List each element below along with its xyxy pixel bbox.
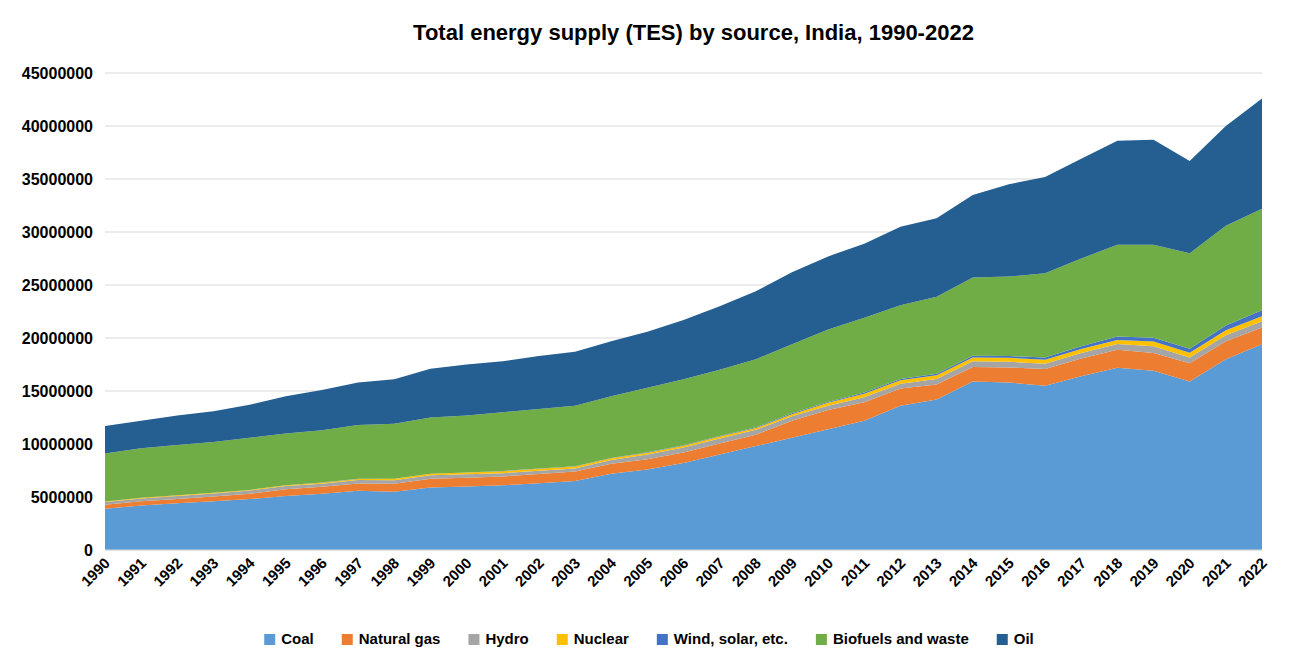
x-tick-label: 2009 (764, 554, 800, 590)
x-tick-label: 2021 (1198, 554, 1234, 590)
legend: Coal Natural gas Hydro Nuclear Wind, solar, … (264, 630, 1034, 647)
y-tick-label: 45000000 (22, 65, 93, 82)
x-tick-label: 2020 (1162, 554, 1198, 590)
x-tick-label: 2018 (1090, 554, 1126, 590)
x-tick-label: 1998 (367, 554, 403, 590)
x-tick-label: 2006 (656, 554, 692, 590)
x-tick-label: 1991 (114, 554, 150, 590)
title: Total energy supply (TES) by source, Ind… (413, 20, 974, 45)
x-tick-label: 2003 (548, 554, 584, 590)
y-tick-label: 30000000 (22, 224, 93, 241)
y-tick-label: 40000000 (22, 118, 93, 135)
y-tick-label: 0 (84, 542, 93, 559)
grid (105, 73, 1262, 550)
legend-label: Coal (281, 630, 314, 647)
grid-line (105, 73, 1262, 74)
legend-swatch (816, 634, 827, 645)
x-tick-label: 2010 (801, 554, 837, 590)
legend-label: Wind, solar, etc. (674, 630, 788, 647)
x-tick-label: 1999 (403, 554, 439, 590)
x-tick-label: 1993 (186, 554, 222, 590)
legend-label: Nuclear (574, 630, 629, 647)
legend-swatch (342, 634, 353, 645)
x-tick-label: 2013 (909, 554, 945, 590)
legend-label: Natural gas (359, 630, 441, 647)
y-tick-label: 5000000 (31, 489, 93, 506)
x-tick-label: 2014 (945, 554, 981, 590)
legend-label: Biofuels and waste (833, 630, 969, 647)
background (0, 0, 1298, 660)
x-axis (105, 550, 1262, 551)
x-tick-label: 2008 (728, 554, 764, 590)
x-tick-label: 1995 (258, 554, 294, 590)
x-tick-label: 2002 (511, 554, 547, 590)
grid-line (105, 126, 1262, 127)
x-tick-label: 2000 (439, 554, 475, 590)
area (105, 98, 1262, 453)
x-tick-label: 1996 (294, 554, 330, 590)
x-tick-label: 2005 (620, 554, 656, 590)
x-tick-label: 2011 (837, 554, 872, 589)
legend-label: Hydro (485, 630, 528, 647)
y-tick-label: 25000000 (22, 277, 93, 294)
x-tick-label: 2015 (981, 554, 1017, 590)
x-tick-label: 2012 (873, 554, 909, 590)
x-tick-label: 2017 (1054, 554, 1090, 590)
legend-swatch (468, 634, 479, 645)
chart: Total energy supply (TES) by source, Ind… (0, 0, 1298, 660)
y-tick-label: 15000000 (22, 383, 93, 400)
legend-swatch (657, 634, 668, 645)
y-tick-label: 10000000 (22, 436, 93, 453)
legend-swatch (264, 634, 275, 645)
x-tick-label: 2007 (692, 554, 728, 590)
x-tick-label: 2001 (475, 554, 511, 590)
x-tick-label: 1990 (78, 554, 114, 590)
x-tick-label: 2022 (1235, 554, 1271, 590)
legend-label: Oil (1014, 630, 1034, 647)
legend-swatch (557, 634, 568, 645)
x-tick-label: 1992 (150, 554, 186, 590)
grid-line (105, 550, 1262, 551)
x-tick-label: 1997 (331, 554, 367, 590)
areas (105, 98, 1262, 550)
y-tick-label: 20000000 (22, 330, 93, 347)
y-tick-label: 35000000 (22, 171, 93, 188)
x-tick-label: 2016 (1018, 554, 1054, 590)
legend-swatch (997, 634, 1008, 645)
x-tick-label: 2004 (584, 554, 620, 590)
x-tick-label: 1994 (222, 554, 258, 590)
x-tick-label: 2019 (1126, 554, 1162, 590)
